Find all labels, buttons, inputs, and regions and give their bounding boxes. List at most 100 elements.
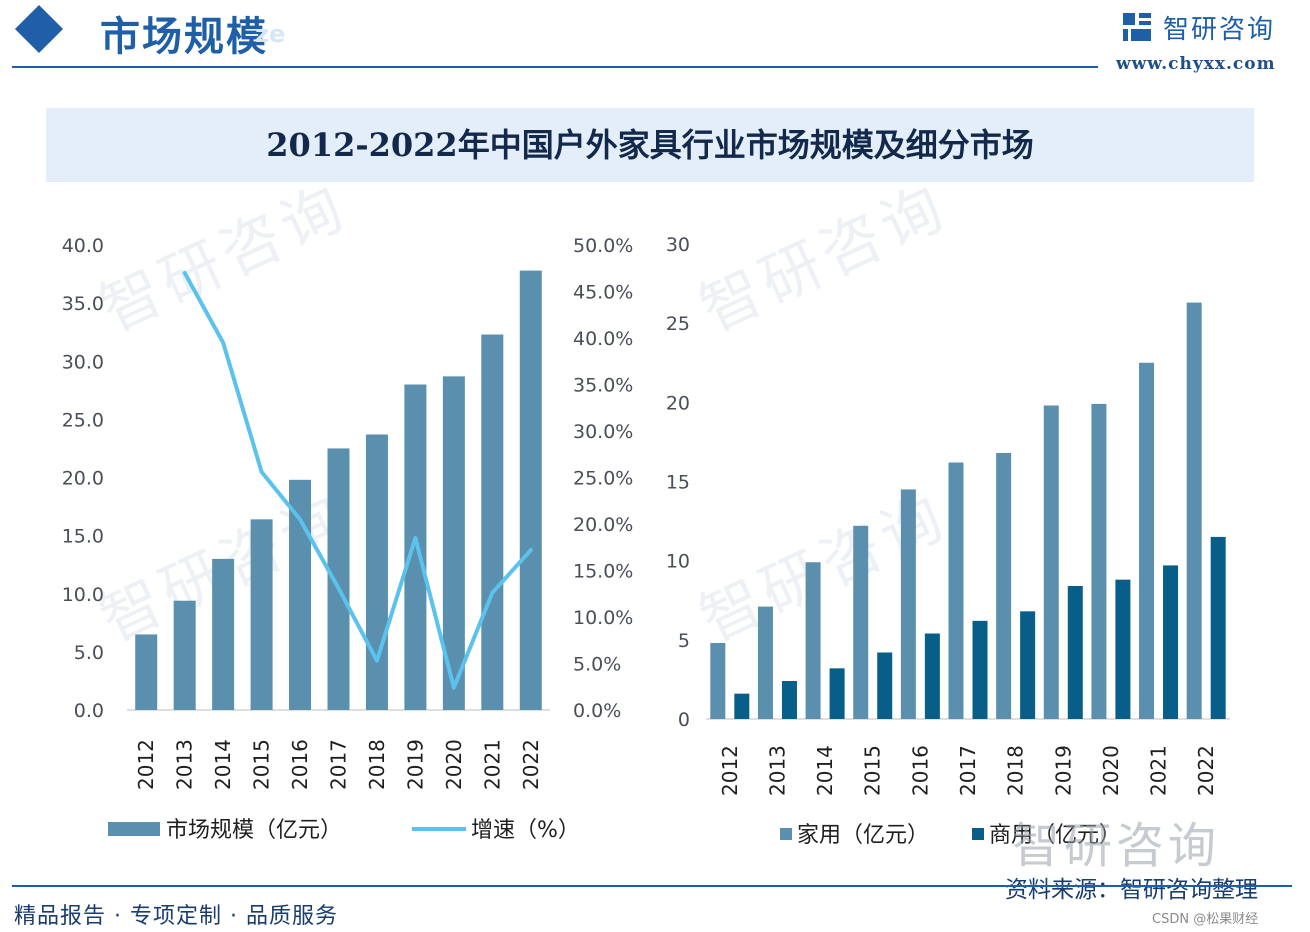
- right-x-tick-label: 2013: [765, 745, 789, 796]
- commercial-bar: [1115, 579, 1131, 719]
- commercial-bar: [1020, 611, 1036, 719]
- legend-household-label: 家用（亿元）: [797, 823, 929, 848]
- right-chart-y-tick-label: 30: [666, 234, 690, 256]
- right-chart-y-tick-label: 0: [678, 709, 690, 731]
- legend-commercial-label: 商用（亿元）: [989, 823, 1121, 848]
- household-bar: [996, 453, 1012, 719]
- legend-household-swatch: [780, 828, 792, 840]
- market-size-bar: [481, 334, 504, 710]
- household-bar: [1139, 362, 1155, 719]
- household-bar: [1186, 302, 1202, 719]
- right-y-tick-label: 5.0%: [573, 654, 621, 676]
- household-bar: [757, 606, 773, 719]
- left-y-tick-label: 40.0: [62, 235, 104, 257]
- household-bar: [805, 562, 821, 719]
- market-size-bar: [212, 558, 235, 710]
- right-y-tick-label: 10.0%: [573, 607, 633, 629]
- market-size-bar: [365, 434, 388, 710]
- left-x-tick-label: 2015: [250, 739, 274, 790]
- footer-divider: [12, 885, 1292, 887]
- household-bar: [1043, 405, 1059, 719]
- household-bar: [710, 643, 726, 719]
- market-size-bar: [404, 384, 427, 710]
- left-y-tick-label: 35.0: [62, 293, 104, 315]
- left-y-tick-label: 20.0: [62, 468, 104, 490]
- brand-logo-icon: [1123, 13, 1151, 41]
- left-x-tick-label: 2019: [403, 739, 427, 790]
- left-y-tick-label: 30.0: [62, 351, 104, 373]
- legend-growth-label: 增速（%）: [471, 818, 580, 843]
- right-x-tick-label: 2019: [1051, 745, 1075, 796]
- left-x-tick-label: 2013: [173, 739, 197, 790]
- right-x-tick-label: 2022: [1194, 745, 1218, 796]
- left-y-tick-label: 5.0: [74, 642, 104, 664]
- left-x-tick-label: 2022: [519, 739, 543, 790]
- left-x-tick-label: 2012: [134, 739, 158, 790]
- footer-credit: CSDN @松果财经: [1152, 912, 1259, 927]
- footer-tagline: 精品报告 · 专项定制 · 品质服务: [14, 904, 338, 929]
- section-ghost-text: ze: [255, 20, 286, 48]
- commercial-bar: [1210, 536, 1226, 719]
- right-chart-y-tick-label: 20: [666, 392, 690, 414]
- watermark-logo-text: 智研咨询: [1012, 818, 1221, 874]
- left-x-tick-label: 2021: [480, 739, 504, 790]
- market-size-bar: [135, 634, 158, 710]
- data-source: 资料来源：智研咨询整理: [1005, 877, 1258, 903]
- growth-rate-line: [182, 270, 533, 690]
- commercial-bar: [781, 681, 797, 719]
- left-y-tick-label: 25.0: [62, 409, 104, 431]
- commercial-bar: [877, 652, 893, 719]
- legend-market-size-label: 市场规模（亿元）: [166, 818, 342, 843]
- right-y-tick-label: 40.0%: [573, 328, 633, 350]
- left-x-tick-label: 2014: [211, 739, 235, 790]
- left-y-tick-label: 10.0: [62, 584, 104, 606]
- market-size-bar: [519, 270, 542, 710]
- left-x-tick-label: 2020: [442, 739, 466, 790]
- commercial-bar: [924, 633, 940, 719]
- right-chart-y-tick-label: 5: [678, 630, 690, 652]
- market-size-bar: [442, 376, 465, 710]
- brand-name: 智研咨询: [1163, 15, 1276, 45]
- right-x-tick-label: 2014: [813, 745, 837, 796]
- right-y-tick-label: 25.0%: [573, 468, 633, 490]
- right-y-tick-label: 15.0%: [573, 561, 633, 583]
- right-x-tick-label: 2018: [1004, 745, 1028, 796]
- right-chart-y-tick-label: 15: [666, 472, 690, 494]
- right-x-tick-label: 2021: [1147, 745, 1171, 796]
- right-y-tick-label: 20.0%: [573, 514, 633, 536]
- left-x-tick-label: 2017: [327, 739, 351, 790]
- household-bar: [948, 462, 964, 719]
- right-y-tick-label: 0.0%: [573, 700, 621, 722]
- right-y-tick-label: 35.0%: [573, 375, 633, 397]
- right-y-tick-label: 50.0%: [573, 235, 633, 257]
- right-x-tick-label: 2020: [1099, 745, 1123, 796]
- left-x-tick-label: 2018: [365, 739, 389, 790]
- chart-title: 2012-2022年中国户外家具行业市场规模及细分市场: [266, 126, 1034, 164]
- section-title: 市场规模: [100, 14, 268, 60]
- left-y-tick-label: 0.0: [74, 700, 104, 722]
- commercial-bar: [734, 693, 750, 719]
- market-size-bar: [289, 479, 312, 710]
- brand-url: www.chyxx.com: [1116, 54, 1276, 74]
- household-bar: [853, 525, 869, 719]
- commercial-bar: [829, 668, 845, 719]
- household-bar: [900, 489, 916, 719]
- legend-commercial-swatch: [972, 828, 984, 840]
- right-chart-y-tick-label: 10: [666, 551, 690, 573]
- market-size-bar: [173, 600, 196, 710]
- commercial-bar: [1067, 586, 1083, 719]
- left-x-tick-label: 2016: [288, 739, 312, 790]
- commercial-bar: [972, 620, 988, 719]
- title-band: [46, 108, 1254, 182]
- right-x-tick-label: 2017: [956, 745, 980, 796]
- left-y-tick-label: 15.0: [62, 526, 104, 548]
- right-x-tick-label: 2016: [908, 745, 932, 796]
- legend-market-size-swatch: [108, 822, 160, 836]
- market-size-bar: [327, 448, 350, 710]
- right-chart-y-tick-label: 25: [666, 313, 690, 335]
- household-bar: [1091, 403, 1107, 719]
- right-y-tick-label: 45.0%: [573, 282, 633, 304]
- right-y-tick-label: 30.0%: [573, 421, 633, 443]
- market-size-bar: [250, 519, 273, 710]
